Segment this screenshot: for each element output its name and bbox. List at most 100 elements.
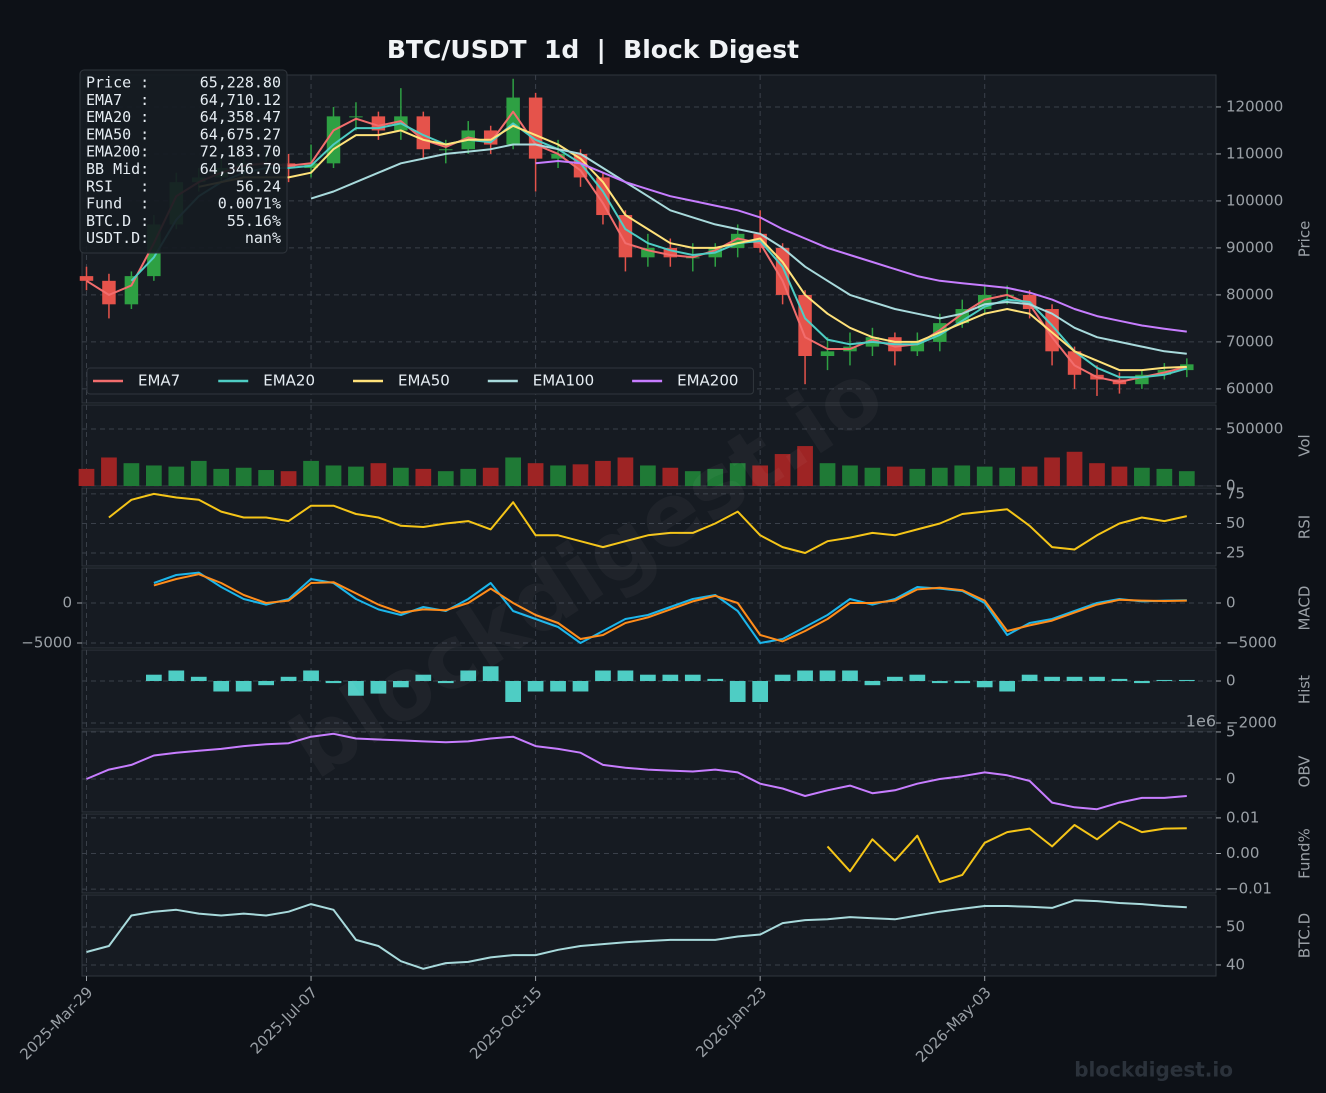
y-tick-label: 50 — [1226, 514, 1245, 532]
bar — [145, 465, 162, 486]
bar — [505, 680, 522, 702]
bar — [684, 674, 701, 681]
y-tick-label: −2000 — [1226, 713, 1277, 731]
info-value: 64,675.27 — [200, 125, 281, 143]
candle-body — [551, 153, 565, 159]
y-axis-label: Fund% — [1296, 828, 1314, 879]
bar — [460, 468, 477, 486]
info-label: Price : — [86, 74, 149, 92]
y-tick-label: −0.01 — [1226, 880, 1272, 898]
bar — [1044, 457, 1060, 486]
y-tick-label: 5 — [1226, 722, 1236, 740]
bar — [348, 466, 364, 486]
bar — [887, 466, 903, 486]
series-line — [153, 573, 1187, 643]
info-box: Price : 65,228.80 EMA7 : 64,710.12 EMA20 : 64… — [79, 69, 288, 254]
bar — [662, 467, 679, 486]
bar — [393, 680, 409, 688]
y-tick-label: 75 — [1226, 484, 1245, 502]
info-label: BB Mid: — [86, 160, 149, 178]
legend-box — [86, 367, 754, 395]
bar — [819, 463, 836, 486]
info-value: 72,183.70 — [200, 143, 281, 161]
bar — [258, 680, 274, 686]
bar — [617, 457, 634, 486]
bar — [684, 471, 701, 486]
bar — [415, 674, 432, 681]
bar — [437, 680, 454, 684]
bar — [325, 465, 342, 486]
info-value: nan% — [245, 229, 281, 247]
info-label: EMA50 : — [86, 125, 149, 143]
bar — [999, 680, 1016, 692]
bar — [1089, 463, 1105, 486]
candle-body — [1135, 374, 1149, 385]
bar — [415, 468, 432, 486]
bar — [819, 670, 836, 681]
info-value: 0.0071% — [218, 195, 281, 213]
y-axis-label: Hist — [1296, 675, 1314, 704]
y-tick-label: 0 — [62, 594, 72, 612]
y-tick-label: 40 — [1226, 955, 1245, 973]
bar — [774, 674, 791, 681]
bar — [370, 680, 387, 694]
bar — [640, 465, 656, 486]
legend-label: EMA50 — [398, 372, 450, 390]
y-tick-label: 80000 — [1226, 285, 1274, 303]
candle-body — [820, 351, 835, 357]
bar — [1178, 471, 1195, 486]
y-tick-label: 110000 — [1226, 144, 1283, 162]
bar — [168, 466, 185, 486]
bar — [572, 464, 589, 486]
panel-background — [81, 649, 1217, 730]
bar — [527, 463, 544, 486]
bar — [595, 670, 611, 681]
panel-background — [81, 567, 1217, 649]
candle-body — [506, 97, 520, 145]
info-value: 64,346.70 — [200, 160, 281, 178]
y-axis-label: MACD — [1296, 586, 1314, 631]
bar — [190, 460, 207, 486]
bar — [303, 460, 319, 486]
bar — [1089, 676, 1105, 681]
bar — [909, 468, 926, 486]
bar — [864, 680, 881, 686]
y-tick-label: 500000 — [1226, 419, 1283, 437]
y-axis-label: OBV — [1296, 755, 1314, 788]
bar — [280, 471, 297, 486]
bar — [797, 670, 813, 681]
candle-body — [663, 247, 678, 258]
bar — [595, 460, 611, 486]
y-tick-label: 120000 — [1226, 97, 1283, 115]
legend-label: EMA20 — [263, 372, 315, 390]
info-value: 56.24 — [236, 177, 281, 195]
y-axis-label: Vol — [1296, 434, 1314, 456]
bar — [954, 465, 971, 486]
bar — [617, 670, 634, 681]
bar — [145, 674, 162, 681]
bar — [325, 680, 342, 684]
bar — [662, 674, 679, 681]
bar — [370, 463, 387, 486]
bar — [1178, 679, 1195, 681]
y-tick-label: −5000 — [21, 634, 72, 652]
bar — [393, 467, 409, 486]
bar — [752, 680, 769, 702]
candle-body — [439, 149, 453, 151]
bar — [729, 463, 746, 486]
bar — [482, 467, 499, 486]
y-tick-label: 0 — [1226, 477, 1236, 495]
y-tick-label: 25 — [1226, 544, 1245, 562]
footer-brand: blockdigest.io — [1074, 1058, 1233, 1082]
bar — [550, 680, 566, 692]
info-label: Fund : — [86, 195, 149, 213]
bar — [842, 670, 858, 681]
bar — [572, 680, 589, 692]
legend-label: EMA100 — [533, 372, 594, 390]
candle-body — [528, 97, 543, 159]
bar — [976, 466, 993, 486]
bar — [887, 676, 903, 681]
bar — [1156, 679, 1173, 681]
